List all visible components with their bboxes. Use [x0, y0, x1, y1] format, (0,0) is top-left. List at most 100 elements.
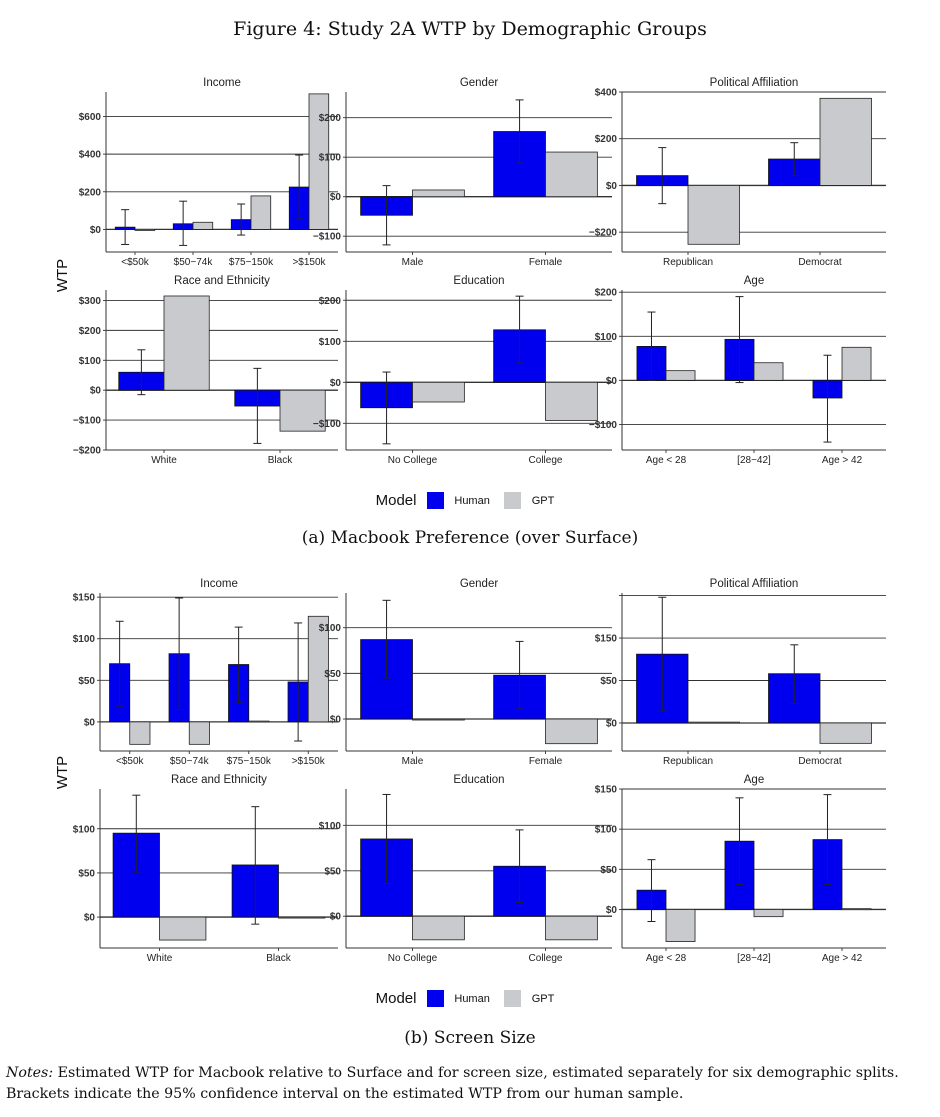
bar-gpt [412, 915, 465, 941]
bar-gpt [278, 916, 326, 919]
y-tick-label: $100 [595, 332, 618, 343]
y-tick-label: $50 [600, 865, 617, 876]
bar-gpt [753, 909, 784, 918]
legend-swatch-human [426, 492, 444, 510]
panel-caption-b: (b) Screen Size [404, 1028, 536, 1048]
y-tick-label: −$100 [73, 416, 102, 427]
x-tick-label: Female [529, 756, 563, 767]
y-tick-label: $0 [606, 718, 618, 729]
x-tick-label: Male [402, 756, 424, 767]
y-tick-label: $100 [73, 824, 96, 835]
y-tick-label: $200 [79, 326, 102, 337]
x-tick-label: $75−150k [229, 257, 274, 268]
y-axis-label-b: WTP [54, 755, 72, 790]
bar-gpt [545, 915, 598, 941]
subplot-gender: Gender −$100 $0 $100 $200 Male Female [313, 77, 612, 268]
legend-label-gpt: GPT [531, 992, 555, 1005]
x-tick-label: Male [402, 257, 424, 268]
bar-gpt [279, 389, 326, 432]
y-tick-label: $150 [595, 634, 618, 645]
legend-label-gpt: GPT [531, 494, 555, 507]
x-tick-label: No College [388, 953, 438, 964]
x-tick-label: Republican [663, 756, 713, 767]
y-tick-label: $50 [600, 676, 617, 687]
y-tick-label: $50 [324, 669, 341, 680]
bar-gpt [188, 721, 210, 745]
y-tick-label: $100 [595, 825, 618, 836]
bar-gpt [687, 185, 740, 245]
y-tick-label: −$200 [73, 446, 102, 457]
bar-gpt [753, 362, 784, 381]
y-tick-label: $50 [78, 676, 95, 687]
y-tick-label: $150 [73, 593, 96, 604]
y-tick-label: $100 [319, 337, 342, 348]
y-tick-label: $100 [79, 356, 102, 367]
y-tick-label: −$100 [589, 420, 618, 431]
legend-swatch-gpt [504, 990, 522, 1008]
x-tick-label: $75−150k [227, 756, 272, 767]
y-tick-label: $50 [324, 866, 341, 877]
subplot-title: Income [200, 578, 238, 590]
y-tick-label: $0 [330, 378, 342, 389]
y-axis-label-a: WTP [54, 258, 72, 293]
subplot-title: Education [453, 774, 504, 786]
legend-label-human: Human [454, 992, 490, 1005]
y-tick-label: $0 [90, 225, 102, 236]
legend-title: Model [375, 492, 417, 510]
y-tick-label: $0 [90, 386, 102, 397]
y-tick-label: $0 [330, 192, 342, 203]
y-tick-label: $0 [606, 905, 618, 916]
subplot-political-affiliation: Political Affiliation $0 $50 $150 Republican… [595, 578, 886, 767]
x-tick-label: Age > 42 [822, 953, 863, 964]
y-tick-label: $600 [79, 112, 102, 123]
bar-gpt [192, 221, 214, 230]
y-tick-label: $50 [78, 868, 95, 879]
subplot-race-and-ethnicity: Race and Ethnicity −$200 −$100 $0 $100 $200 $3… [73, 275, 338, 466]
y-tick-label: $200 [319, 296, 342, 307]
bar-gpt [412, 381, 465, 403]
bar-gpt [412, 718, 465, 721]
bar-gpt [819, 97, 872, 186]
subplot-education: Education $0 $50 $100 No College College [319, 774, 612, 964]
y-tick-label: $400 [79, 150, 102, 161]
x-tick-label: Female [529, 257, 563, 268]
x-tick-label: Republican [663, 257, 713, 268]
x-tick-label: $50−74k [174, 257, 214, 268]
subplot-title: Education [453, 275, 504, 287]
subplot-gender: Gender $0 $50 $100 Male Female [319, 578, 612, 767]
y-tick-label: $200 [595, 288, 618, 299]
bar-gpt [159, 916, 207, 941]
subplot-title: Gender [460, 77, 499, 89]
x-tick-label: College [529, 455, 563, 466]
x-tick-label: Democrat [798, 756, 842, 767]
y-tick-label: $0 [330, 912, 342, 923]
bar-gpt [412, 189, 465, 198]
x-tick-label: [28−42] [737, 455, 771, 466]
bar-gpt [307, 615, 329, 723]
subplot-title: Political Affiliation [710, 578, 799, 590]
y-tick-label: $0 [330, 715, 342, 726]
bar-gpt [308, 93, 330, 230]
y-tick-label: $300 [79, 296, 102, 307]
y-tick-label: $100 [73, 634, 96, 645]
y-tick-label: $200 [595, 134, 618, 145]
bar-gpt [248, 720, 270, 723]
legend-swatch-human [426, 990, 444, 1008]
bar-gpt [665, 909, 696, 942]
x-tick-label: White [151, 455, 177, 466]
y-tick-label: $100 [319, 821, 342, 832]
x-tick-label: Black [268, 455, 293, 466]
x-tick-label: College [529, 953, 563, 964]
legend-label-human: Human [454, 494, 490, 507]
x-tick-label: <$50k [116, 756, 145, 767]
y-tick-label: $200 [319, 113, 342, 124]
x-tick-label: Age > 42 [822, 455, 863, 466]
subplot-title: Political Affiliation [710, 77, 799, 89]
y-tick-label: $0 [606, 376, 618, 387]
bar-gpt [129, 721, 151, 745]
figure-notes: Notes: Estimated WTP for Macbook relativ… [6, 1063, 936, 1105]
subplot-title: Race and Ethnicity [171, 774, 267, 786]
figure-title: Figure 4: Study 2A WTP by Demographic Gr… [233, 18, 707, 40]
subplot-income: Income $0 $200 $400 $600 <$50k $50−74k $75−150k… [79, 77, 338, 268]
bar-gpt [841, 346, 872, 381]
